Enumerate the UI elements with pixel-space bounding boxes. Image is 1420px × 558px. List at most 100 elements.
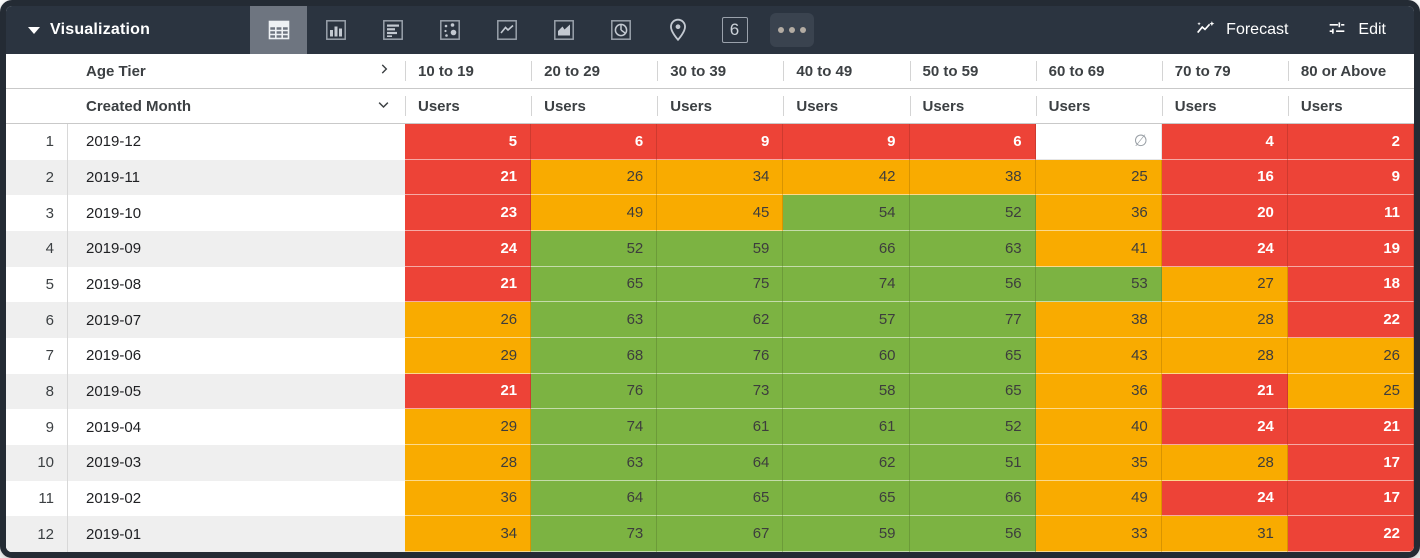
value-cell[interactable]: 16 [1161, 159, 1288, 196]
value-cell[interactable]: 65 [909, 338, 1036, 374]
row-label-2019-02[interactable]: 2019-02 [86, 489, 142, 507]
value-cell[interactable]: 77 [909, 302, 1036, 338]
column-header-30-to-39[interactable]: 30 to 39 [657, 54, 784, 89]
value-cell[interactable]: 21 [1161, 373, 1288, 410]
measure-header-4[interactable]: Users [783, 89, 910, 124]
value-cell[interactable]: 63 [531, 445, 658, 481]
value-cell[interactable]: 74 [783, 266, 910, 303]
tab-scatter-plot[interactable] [421, 6, 478, 54]
value-cell[interactable]: 9 [657, 124, 784, 160]
value-cell[interactable]: 65 [531, 266, 658, 303]
value-cell[interactable]: 27 [1161, 266, 1288, 303]
value-cell[interactable]: 74 [531, 409, 658, 445]
value-cell[interactable]: 24 [405, 231, 532, 267]
value-cell[interactable]: 24 [1161, 409, 1288, 445]
tab-line-chart[interactable] [478, 6, 535, 54]
value-cell[interactable]: 26 [1287, 338, 1414, 374]
value-cell[interactable]: 34 [657, 159, 784, 196]
value-cell[interactable]: 62 [657, 302, 784, 338]
value-cell[interactable]: 19 [1287, 231, 1414, 267]
value-cell[interactable]: 18 [1287, 266, 1414, 303]
row-label-2019-12[interactable]: 2019-12 [86, 133, 142, 151]
measure-header-1[interactable]: Users [405, 89, 532, 124]
tab-map[interactable] [649, 6, 706, 54]
value-cell[interactable]: 22 [1287, 302, 1414, 338]
value-cell[interactable]: 2 [1287, 124, 1414, 160]
value-cell[interactable]: 64 [657, 445, 784, 481]
tab-single-value[interactable]: 6 [706, 6, 763, 54]
value-cell[interactable]: 66 [783, 231, 910, 267]
value-cell[interactable]: 52 [909, 195, 1036, 231]
measure-header-8[interactable]: Users [1287, 89, 1414, 124]
column-header-50-to-59[interactable]: 50 to 59 [909, 54, 1036, 89]
value-cell[interactable]: 20 [1161, 195, 1288, 231]
value-cell[interactable]: 63 [909, 231, 1036, 267]
value-cell[interactable]: ∅ [1035, 124, 1162, 160]
value-cell[interactable]: 61 [657, 409, 784, 445]
value-cell[interactable]: 68 [531, 338, 658, 374]
value-cell[interactable]: 41 [1035, 231, 1162, 267]
row-label-2019-05[interactable]: 2019-05 [68, 373, 405, 410]
value-cell[interactable]: 28 [405, 445, 532, 481]
forecast-button[interactable]: Forecast [1194, 17, 1288, 44]
value-cell[interactable]: 67 [657, 516, 784, 552]
row-label-2019-07[interactable]: 2019-07 [68, 302, 405, 338]
tab-more[interactable] [763, 6, 820, 54]
row-label-2019-09[interactable]: 2019-09 [68, 231, 405, 267]
value-cell[interactable]: 9 [783, 124, 910, 160]
visualization-dropdown[interactable]: Visualization [6, 6, 250, 54]
column-header-60-to-69[interactable]: 60 to 69 [1035, 54, 1162, 89]
measure-header-6[interactable]: Users [1035, 89, 1162, 124]
value-cell[interactable]: 56 [909, 516, 1036, 552]
value-cell[interactable]: 52 [909, 409, 1036, 445]
value-cell[interactable]: 73 [531, 516, 658, 552]
value-cell[interactable]: 26 [405, 302, 532, 338]
value-cell[interactable]: 49 [531, 195, 658, 231]
value-cell[interactable]: 21 [405, 373, 532, 410]
value-cell[interactable]: 6 [909, 124, 1036, 160]
row-label-2019-06[interactable]: 2019-06 [86, 347, 142, 365]
value-cell[interactable]: 38 [909, 159, 1036, 196]
measure-header-2[interactable]: Users [531, 89, 658, 124]
value-cell[interactable]: 40 [1035, 409, 1162, 445]
value-cell[interactable]: 28 [1161, 302, 1288, 338]
value-cell[interactable]: 21 [1287, 409, 1414, 445]
row-label-2019-03[interactable]: 2019-03 [68, 445, 405, 481]
value-cell[interactable]: 59 [657, 231, 784, 267]
column-header-80-or-above[interactable]: 80 or Above [1287, 54, 1414, 89]
value-cell[interactable]: 22 [1287, 516, 1414, 552]
value-cell[interactable]: 28 [1161, 338, 1288, 374]
row-label-2019-11[interactable]: 2019-11 [68, 159, 405, 196]
value-cell[interactable]: 24 [1161, 231, 1288, 267]
value-cell[interactable]: 21 [405, 159, 532, 196]
value-cell[interactable]: 65 [783, 480, 910, 517]
value-cell[interactable]: 35 [1035, 445, 1162, 481]
value-cell[interactable]: 36 [1035, 195, 1162, 231]
measure-header-3[interactable]: Users [657, 89, 784, 124]
value-cell[interactable]: 64 [531, 480, 658, 517]
column-header-70-to-79[interactable]: 70 to 79 [1161, 54, 1288, 89]
value-cell[interactable]: 75 [657, 266, 784, 303]
value-cell[interactable]: 31 [1161, 516, 1288, 552]
value-cell[interactable]: 76 [531, 373, 658, 410]
row-label-2019-04[interactable]: 2019-04 [86, 418, 142, 436]
value-cell[interactable]: 36 [1035, 373, 1162, 410]
value-cell[interactable]: 6 [531, 124, 658, 160]
value-cell[interactable]: 73 [657, 373, 784, 410]
value-cell[interactable]: 23 [405, 195, 532, 231]
value-cell[interactable]: 33 [1035, 516, 1162, 552]
value-cell[interactable]: 34 [405, 516, 532, 552]
value-cell[interactable]: 25 [1035, 159, 1162, 196]
column-header-20-to-29[interactable]: 20 to 29 [531, 54, 658, 89]
value-cell[interactable]: 11 [1287, 195, 1414, 231]
value-cell[interactable]: 49 [1035, 480, 1162, 517]
value-cell[interactable]: 26 [531, 159, 658, 196]
value-cell[interactable]: 17 [1287, 445, 1414, 481]
value-cell[interactable]: 59 [783, 516, 910, 552]
tab-bar-chart[interactable] [364, 6, 421, 54]
value-cell[interactable]: 54 [783, 195, 910, 231]
value-cell[interactable]: 51 [909, 445, 1036, 481]
value-cell[interactable]: 65 [909, 373, 1036, 410]
edit-button[interactable]: Edit [1326, 17, 1386, 44]
value-cell[interactable]: 38 [1035, 302, 1162, 338]
